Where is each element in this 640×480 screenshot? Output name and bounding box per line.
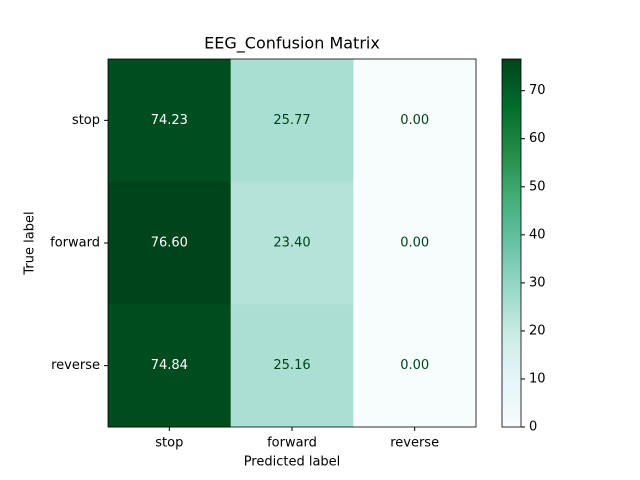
y-tick-label: reverse [51,358,100,373]
cell [108,59,232,183]
chart-title: EEG_Confusion Matrix [204,34,380,54]
cell [108,181,232,305]
colorbar-tick-label: 40 [529,227,546,242]
cell [230,59,354,183]
x-axis-label: Predicted label [244,455,341,470]
cell-label: 25.16 [273,358,310,373]
colorbar [501,58,522,428]
cell-label: 76.60 [151,236,188,251]
cell-label: 74.23 [151,113,188,128]
cell [353,304,477,428]
y-tick-label: stop [72,113,100,128]
cell-label: 0.00 [400,236,429,251]
cell-label: 0.00 [400,358,429,373]
y-tick-label: forward [50,236,100,251]
cell-label: 25.77 [273,113,310,128]
cell [230,304,354,428]
colorbar-tick-label: 10 [529,371,546,386]
colorbar-tick-label: 0 [529,420,537,435]
cell-label: 74.84 [151,358,188,373]
colorbar-tick-label: 50 [529,179,546,194]
cell [353,181,477,305]
colorbar-tick-label: 60 [529,131,546,146]
colorbar-tick-label: 30 [529,275,546,290]
colorbar-tick-label: 70 [529,83,546,98]
cell [108,304,232,428]
colorbar-tick-label: 20 [529,323,546,338]
y-axis-label: True label [23,211,38,275]
x-tick-label: forward [267,436,317,451]
cell-label: 23.40 [273,236,310,251]
cell [353,59,477,183]
cell-label: 0.00 [400,113,429,128]
x-tick-label: reverse [390,436,439,451]
cell [230,181,354,305]
x-tick-label: stop [155,436,183,451]
